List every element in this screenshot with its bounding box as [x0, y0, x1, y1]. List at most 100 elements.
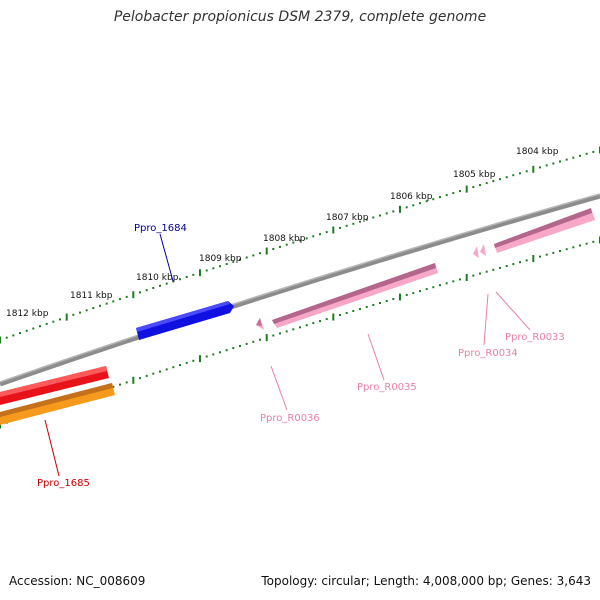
scale-major-tick — [0, 421, 1, 429]
scale-minor-tick — [585, 242, 588, 245]
scale-minor-tick — [252, 340, 255, 343]
scale-minor-tick — [272, 334, 275, 337]
scale-minor-tick — [239, 258, 241, 261]
scale-minor-tick — [545, 164, 548, 167]
scale-minor-tick — [352, 310, 355, 312]
scale-minor-tick — [572, 246, 575, 249]
gene-label-ppro-r0033[interactable]: Ppro_R0033 — [505, 332, 565, 343]
scale-major-tick — [399, 293, 401, 301]
scale-minor-tick — [125, 381, 128, 384]
scale-minor-tick — [539, 255, 541, 258]
scale-minor-tick — [225, 263, 228, 265]
scale-minor-tick — [432, 286, 435, 289]
scale-minor-tick — [292, 241, 295, 244]
leader-ppro-r0033 — [495, 291, 531, 331]
scale-minor-tick — [405, 206, 408, 209]
scale-minor-tick — [512, 174, 515, 177]
leader-ppro-1684 — [159, 233, 174, 282]
scale-minor-tick — [592, 150, 595, 153]
gene-label-ppro-1685[interactable]: Ppro_1685 — [37, 478, 90, 489]
scale-major-tick — [465, 274, 468, 281]
leader-ppro-r0035 — [367, 333, 385, 381]
scale-minor-tick — [459, 278, 461, 281]
gene-feature-ppro-r0034[interactable] — [473, 244, 486, 258]
scale-minor-tick — [319, 233, 321, 236]
scale-label: 1812 kbp — [6, 309, 49, 319]
scale-minor-tick — [505, 265, 508, 267]
scale-minor-tick — [245, 256, 248, 259]
scale-minor-tick — [285, 243, 288, 246]
gene-label-ppro-r0035[interactable]: Ppro_R0035 — [357, 382, 417, 393]
gene-feature-ppro-r0036[interactable] — [256, 318, 264, 330]
scale-minor-tick — [92, 307, 95, 310]
scale-minor-tick — [419, 290, 421, 293]
scale-minor-tick — [585, 152, 588, 155]
gene-feature-ppro-r0033[interactable] — [494, 208, 595, 253]
scale-label: 1805 kbp — [453, 170, 496, 180]
scale-minor-tick — [472, 274, 475, 277]
scale-label: 1807 kbp — [326, 213, 369, 223]
scale-minor-tick — [392, 210, 395, 213]
scale-minor-tick — [165, 368, 168, 371]
scale-major-tick — [265, 247, 268, 255]
gene-label-ppro-1684[interactable]: Ppro_1684 — [134, 223, 187, 234]
scale-minor-tick — [499, 266, 501, 269]
scale-minor-tick — [219, 351, 221, 354]
scale-minor-tick — [272, 248, 275, 250]
scale-minor-tick — [479, 272, 481, 275]
scale-minor-tick — [139, 377, 141, 380]
scale-minor-tick — [219, 265, 221, 268]
scale-minor-tick — [559, 160, 561, 163]
scale-minor-tick — [85, 309, 88, 312]
scale-minor-tick — [19, 332, 21, 335]
scale-minor-tick — [105, 302, 108, 305]
scale-minor-tick — [365, 306, 368, 308]
scale-minor-tick — [25, 329, 28, 332]
scale-minor-tick — [305, 237, 308, 240]
scale-minor-tick — [379, 214, 381, 217]
genome-title: Pelobacter propionicus DSM 2379, complet… — [113, 9, 487, 25]
scale-minor-tick — [192, 273, 195, 276]
scale-minor-tick — [172, 366, 175, 369]
scale-minor-tick — [119, 383, 121, 386]
scale-minor-tick — [312, 322, 315, 325]
scale-minor-tick — [405, 294, 408, 296]
gene-feature-orange[interactable] — [0, 383, 115, 425]
scale-minor-tick — [492, 180, 495, 183]
scale-minor-tick — [32, 327, 35, 330]
scale-major-tick — [332, 226, 335, 234]
inner-scale-ring — [0, 236, 600, 429]
scale-minor-tick — [305, 324, 308, 327]
gene-feature-ppro-r0035[interactable] — [272, 263, 438, 328]
scale-minor-tick — [205, 355, 208, 358]
scale-minor-tick — [179, 278, 181, 281]
scale-minor-tick — [439, 196, 441, 199]
gene-label-ppro-r0034[interactable]: Ppro_R0034 — [458, 348, 518, 359]
genome-backbone — [0, 193, 600, 387]
scale-minor-tick — [572, 156, 575, 159]
scale-minor-tick — [312, 235, 315, 238]
scale-major-tick — [65, 313, 68, 321]
scale-major-tick — [199, 269, 201, 277]
scale-minor-tick — [365, 218, 368, 221]
gene-label-ppro-r0036[interactable]: Ppro_R0036 — [260, 413, 320, 424]
gene-feature-red[interactable] — [0, 366, 109, 405]
scale-minor-tick — [159, 370, 161, 373]
scale-minor-tick — [412, 292, 415, 295]
scale-minor-tick — [579, 154, 581, 157]
scale-minor-tick — [359, 220, 361, 223]
gene-feature-ppro-1684[interactable] — [136, 301, 234, 340]
scale-minor-tick — [345, 224, 348, 227]
scale-minor-tick — [379, 302, 381, 304]
scale-minor-tick — [99, 304, 101, 307]
scale-minor-tick — [39, 325, 41, 328]
scale-minor-tick — [452, 280, 455, 283]
scale-minor-tick — [112, 300, 115, 303]
scale-minor-tick — [79, 311, 81, 314]
scale-minor-tick — [485, 270, 488, 273]
scale-minor-tick — [412, 204, 415, 207]
scale-minor-tick — [112, 385, 115, 388]
scale-minor-tick — [205, 269, 208, 272]
scale-minor-tick — [499, 178, 501, 181]
scale-minor-tick — [299, 239, 301, 242]
